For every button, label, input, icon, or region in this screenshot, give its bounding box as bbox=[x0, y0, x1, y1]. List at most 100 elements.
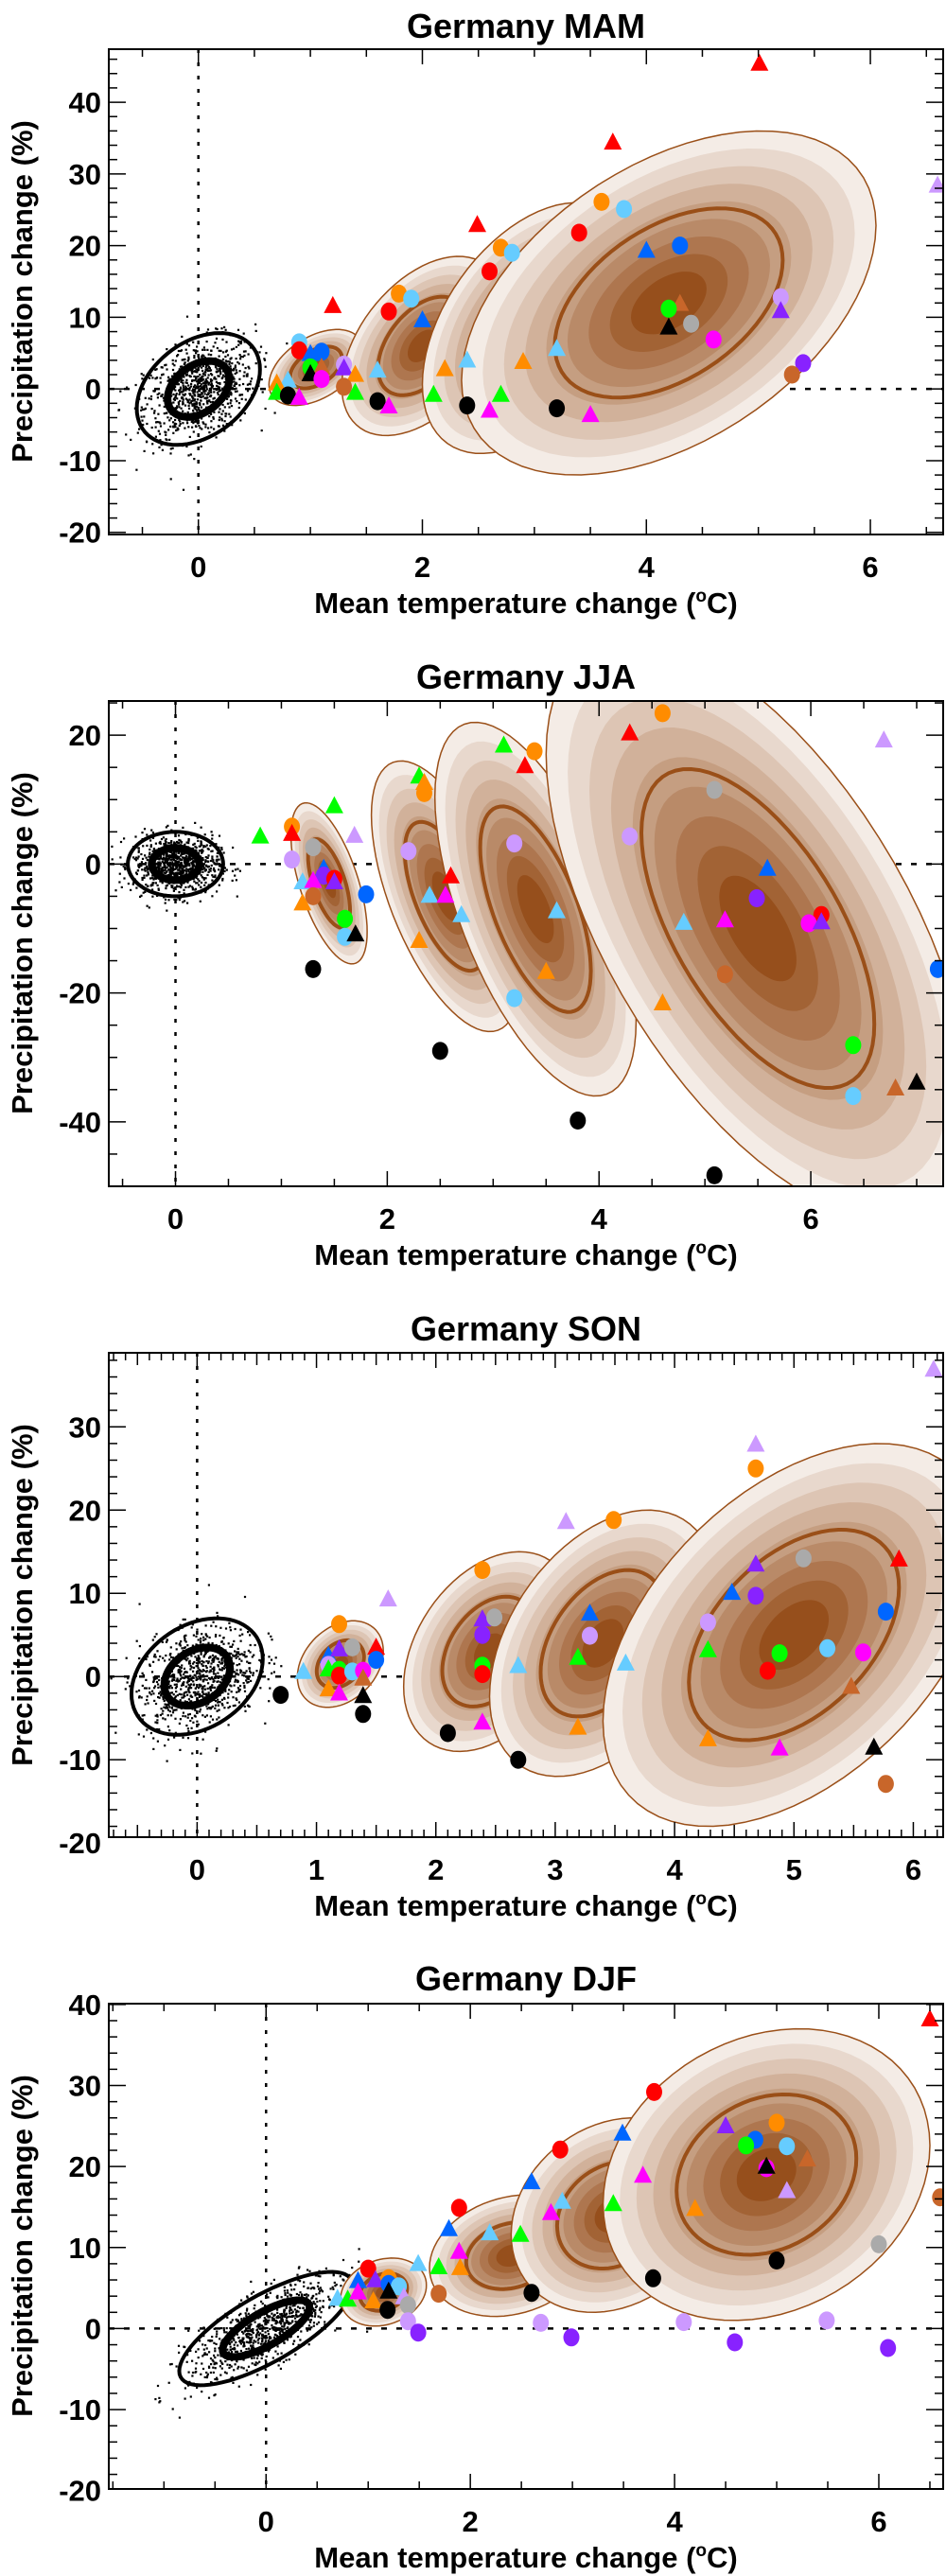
control-sample-dot bbox=[149, 377, 151, 379]
control-sample-dot bbox=[170, 850, 173, 854]
control-sample-dot bbox=[228, 1621, 231, 1624]
control-sample-dot bbox=[153, 410, 156, 412]
control-sample-dot bbox=[182, 867, 184, 870]
control-sample-dot bbox=[237, 406, 240, 410]
control-sample-dot bbox=[180, 1666, 183, 1670]
control-sample-dot bbox=[166, 1707, 168, 1709]
control-sample-dot bbox=[200, 1638, 202, 1640]
control-sample-dot bbox=[172, 398, 175, 401]
control-sample-dot bbox=[213, 1667, 216, 1670]
x-axis-label: Mean temperature change (oC) bbox=[314, 2541, 737, 2574]
control-sample-dot bbox=[159, 1713, 162, 1717]
control-sample-dot bbox=[169, 858, 172, 861]
control-sample-dot bbox=[267, 2322, 270, 2324]
control-sample-dot bbox=[309, 2319, 313, 2322]
control-sample-dot bbox=[176, 874, 179, 878]
control-sample-dot bbox=[203, 374, 206, 377]
model-point-triangle-green bbox=[424, 384, 443, 402]
control-sample-dot bbox=[178, 418, 181, 422]
control-sample-dot bbox=[191, 426, 194, 429]
control-sample-dot bbox=[210, 1706, 213, 1709]
control-sample-dot bbox=[243, 2341, 246, 2344]
control-sample-dot bbox=[167, 864, 171, 867]
control-sample-dot bbox=[229, 402, 232, 405]
control-sample-dot bbox=[102, 393, 104, 394]
control-sample-dot bbox=[188, 1687, 191, 1690]
control-sample-dot bbox=[207, 1703, 210, 1706]
control-sample-dot bbox=[289, 2308, 291, 2311]
control-sample-dot bbox=[220, 417, 223, 420]
model-point-circle-magenta bbox=[800, 914, 817, 933]
model-point-circle-black bbox=[569, 1112, 587, 1130]
control-sample-dot bbox=[221, 1704, 224, 1707]
control-sample-dot bbox=[272, 2317, 275, 2320]
control-sample-dot bbox=[217, 1698, 219, 1701]
control-sample-dot bbox=[193, 379, 196, 382]
control-sample-dot bbox=[218, 1660, 220, 1663]
control-sample-dot bbox=[141, 1672, 144, 1674]
control-sample-dot bbox=[245, 1679, 248, 1682]
model-point-triangle-magenta bbox=[473, 1712, 492, 1730]
control-sample-dot bbox=[269, 2327, 272, 2330]
control-sample-dot bbox=[206, 402, 209, 405]
control-sample-dot bbox=[201, 2343, 204, 2346]
control-sample-dot bbox=[259, 345, 263, 348]
control-sample-dot bbox=[172, 851, 176, 854]
model-point-triangle-green bbox=[251, 826, 270, 844]
control-sample-dot bbox=[217, 1675, 219, 1678]
control-sample-dot bbox=[212, 1680, 215, 1683]
model-point-circle-red bbox=[380, 302, 397, 321]
control-sample-dot bbox=[217, 1664, 219, 1667]
model-markers bbox=[272, 1359, 943, 1794]
control-sample-dot bbox=[176, 381, 179, 384]
control-sample-dot bbox=[197, 378, 200, 381]
control-sample-dot bbox=[184, 361, 186, 364]
control-sample-dot bbox=[229, 399, 233, 402]
control-sample-dot bbox=[273, 412, 276, 414]
control-sample-dot bbox=[185, 315, 189, 318]
control-sample-dot bbox=[205, 1692, 208, 1695]
control-sample-dot bbox=[237, 2365, 240, 2368]
control-sample-dot bbox=[320, 2288, 323, 2291]
control-sample-dot bbox=[192, 430, 195, 433]
control-sample-dot bbox=[273, 2313, 276, 2317]
control-sample-dot bbox=[251, 2348, 254, 2351]
control-sample-dot bbox=[164, 364, 166, 367]
control-sample-dot bbox=[164, 857, 166, 860]
control-sample-dot bbox=[195, 385, 198, 388]
control-sample-dot bbox=[201, 1674, 204, 1677]
control-sample-dot bbox=[279, 2367, 282, 2370]
control-sample-dot bbox=[219, 349, 222, 352]
control-sample-dot bbox=[274, 2322, 277, 2325]
control-sample-dot bbox=[131, 883, 134, 885]
control-sample-dot bbox=[186, 1676, 189, 1679]
control-sample-dot bbox=[188, 1675, 191, 1678]
control-sample-dot bbox=[156, 1713, 159, 1716]
control-sample-dot bbox=[169, 478, 172, 481]
chart-title: Germany SON bbox=[411, 1309, 641, 1348]
control-sample-dot bbox=[166, 1682, 169, 1685]
control-sample-dot bbox=[136, 431, 139, 434]
control-sample-dot bbox=[166, 1714, 169, 1717]
control-sample-dot bbox=[259, 2342, 263, 2345]
control-sample-dot bbox=[264, 2322, 267, 2324]
control-sample-dot bbox=[204, 1674, 207, 1677]
control-sample-dot bbox=[289, 2322, 292, 2325]
control-sample-dot bbox=[194, 888, 197, 891]
control-sample-dot bbox=[260, 429, 263, 432]
control-sample-dot bbox=[166, 412, 168, 414]
control-sample-dot bbox=[247, 2324, 250, 2328]
control-sample-dot bbox=[170, 1674, 173, 1677]
distribution-period-4 bbox=[545, 701, 943, 1186]
model-point-triangle-red bbox=[621, 723, 639, 741]
control-sample-dot bbox=[226, 354, 230, 357]
control-sample-dot bbox=[250, 2340, 253, 2343]
control-sample-dot bbox=[224, 1663, 227, 1666]
control-sample-dot bbox=[334, 2285, 337, 2287]
model-point-circle-lilac bbox=[506, 834, 523, 853]
control-sample-dot bbox=[153, 412, 156, 414]
control-sample-dot bbox=[250, 2280, 253, 2283]
control-sample-dot bbox=[186, 881, 189, 884]
control-sample-dot bbox=[204, 1730, 207, 1733]
control-sample-dot bbox=[176, 427, 179, 429]
